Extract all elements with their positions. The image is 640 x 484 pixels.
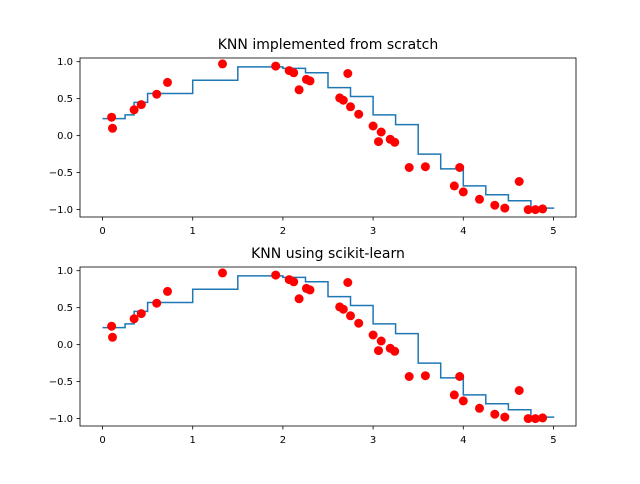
data-point: [108, 332, 117, 342]
data-point: [514, 386, 524, 395]
x-tick-label: 0: [99, 435, 105, 446]
x-tick-label: 4: [460, 435, 466, 446]
data-point: [346, 311, 355, 321]
data-point: [368, 121, 378, 131]
data-point: [107, 321, 117, 331]
y-tick-label: 1.0: [57, 266, 73, 277]
y-tick-label: 0.5: [57, 303, 73, 314]
data-point: [152, 298, 162, 308]
chart-top: KNN implemented from scratch 0 1 2 3 4 5 −1.0 −…: [49, 37, 577, 237]
data-point: [152, 89, 162, 99]
data-point: [354, 109, 364, 119]
data-point: [530, 205, 540, 215]
y-tick-label: −0.5: [49, 377, 73, 388]
data-point: [490, 200, 500, 210]
data-point: [136, 309, 146, 319]
data-point: [374, 346, 383, 356]
data-point: [420, 162, 430, 172]
y-tick-label: 0.5: [57, 94, 73, 105]
data-point: [218, 59, 227, 69]
data-point: [129, 105, 139, 115]
data-point: [338, 304, 348, 314]
x-tick-label: 4: [460, 226, 466, 237]
data-point: [305, 76, 315, 86]
data-point: [490, 409, 500, 419]
y-tick-label: −1.0: [49, 414, 73, 425]
data-point: [374, 137, 383, 147]
plot-area: [102, 59, 555, 215]
data-point: [343, 278, 353, 287]
data-point: [458, 396, 468, 406]
data-point: [420, 371, 430, 381]
x-tick-label: 0: [99, 226, 105, 237]
data-point: [500, 412, 510, 422]
data-point: [376, 127, 386, 137]
y-tick-label: 1.0: [57, 57, 73, 68]
data-point: [455, 163, 465, 172]
x-tick-label: 1: [190, 226, 196, 237]
data-point: [449, 181, 459, 191]
data-point: [538, 204, 548, 214]
data-point: [455, 372, 465, 381]
x-tick-label: 3: [370, 226, 376, 237]
data-point: [390, 346, 400, 356]
x-tick-label: 3: [370, 435, 376, 446]
data-point: [129, 314, 139, 324]
data-point: [289, 277, 299, 287]
chart-title: KNN implemented from scratch: [218, 37, 438, 53]
data-point: [523, 205, 533, 215]
data-point: [354, 318, 364, 328]
x-tick-label: 1: [190, 435, 196, 446]
data-point: [305, 285, 315, 295]
data-point: [390, 137, 400, 147]
y-tick-label: −0.5: [49, 168, 73, 179]
data-point: [338, 95, 348, 105]
data-point: [294, 294, 304, 304]
data-point: [294, 85, 304, 95]
x-tick-label: 2: [280, 226, 286, 237]
data-point: [136, 100, 146, 110]
axes-frame: [79, 266, 577, 427]
data-point: [449, 390, 459, 400]
chart-title: KNN using scikit-learn: [251, 246, 405, 262]
data-point: [458, 187, 468, 197]
data-point: [514, 177, 524, 186]
data-point: [475, 403, 484, 413]
data-point: [368, 330, 378, 340]
data-point: [523, 414, 533, 424]
data-point: [404, 163, 414, 172]
data-point: [538, 413, 548, 423]
data-point: [343, 69, 353, 78]
data-point: [163, 286, 172, 296]
data-point: [107, 112, 117, 122]
data-point: [108, 123, 117, 133]
data-point: [500, 203, 510, 213]
data-point: [163, 77, 172, 87]
x-tick-label: 2: [280, 435, 286, 446]
y-tick-label: 0.0: [57, 131, 73, 142]
ticks: 0 1 2 3 4 5 −1.0 −0.5 0.0 0.5 1.0: [49, 266, 557, 446]
plot-area: [102, 268, 555, 424]
data-point: [475, 194, 484, 204]
data-point: [271, 270, 281, 280]
x-tick-label: 5: [550, 435, 556, 446]
ticks: 0 1 2 3 4 5 −1.0 −0.5 0.0 0.5 1.0: [49, 57, 557, 237]
y-tick-label: −1.0: [49, 205, 73, 216]
y-tick-label: 0.0: [57, 340, 73, 351]
data-point: [218, 268, 227, 278]
chart-bottom: KNN using scikit-learn 0 1 2 3 4 5 −1.0 −0.5 0.0…: [49, 246, 577, 446]
data-point: [530, 414, 540, 424]
x-tick-label: 5: [550, 226, 556, 237]
data-point: [376, 336, 386, 346]
data-point: [289, 68, 299, 78]
axes-frame: [79, 57, 577, 218]
data-point: [271, 61, 281, 71]
data-point: [404, 372, 414, 381]
data-point: [346, 102, 355, 112]
